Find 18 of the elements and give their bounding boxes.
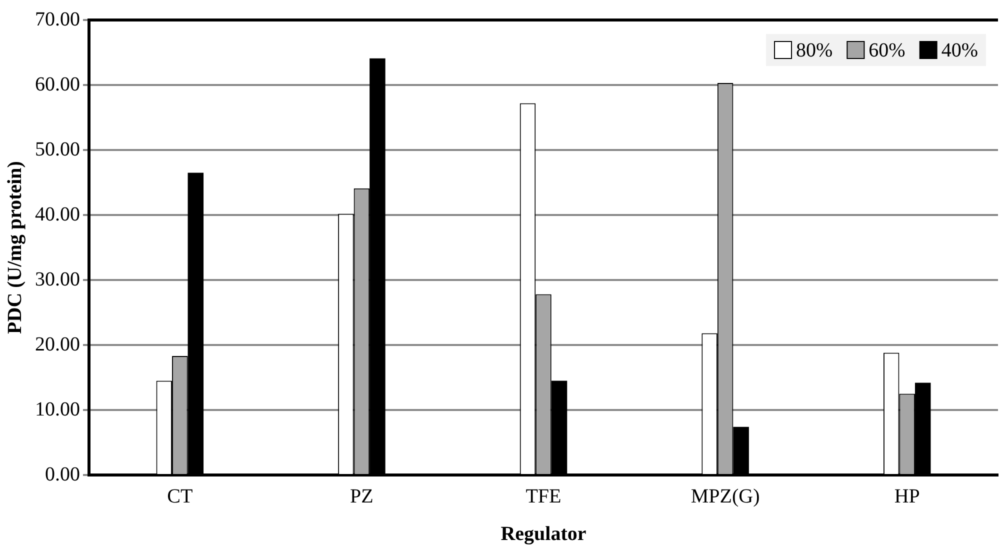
y-tick-label: 20.00 <box>35 333 80 356</box>
y-tick-label: 10.00 <box>35 398 80 420</box>
x-tick-label: TFE <box>526 485 562 508</box>
x-tick-label: PZ <box>350 485 374 508</box>
x-tick-label: MPZ(G) <box>690 485 760 508</box>
x-tick-label: HP <box>894 485 920 508</box>
y-tick-label: 50.00 <box>35 138 80 160</box>
legend-label: 60% <box>868 39 906 62</box>
x-tick-label: CT <box>167 485 193 508</box>
y-tick-label: 0.00 <box>45 463 80 486</box>
y-axis-title: PDC (U/mg protein) <box>4 161 26 334</box>
legend-label: 40% <box>941 39 978 62</box>
y-tick-label: 30.00 <box>35 268 80 290</box>
y-tick-label: 60.00 <box>35 73 80 96</box>
y-tick-label: 40.00 <box>35 203 80 226</box>
x-axis-title: Regulator <box>500 523 586 546</box>
legend-label: 80% <box>796 39 833 62</box>
y-tick-label: 70.00 <box>35 8 80 30</box>
